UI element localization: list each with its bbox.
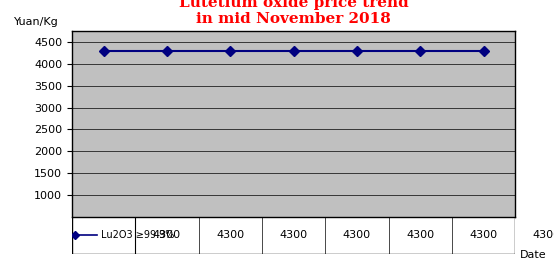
Text: Yuan/Kg: Yuan/Kg bbox=[14, 17, 59, 27]
Text: 4300: 4300 bbox=[406, 230, 434, 240]
Title: Lutetium oxide price trend
in mid November 2018: Lutetium oxide price trend in mid Novemb… bbox=[179, 0, 408, 26]
FancyBboxPatch shape bbox=[72, 217, 515, 254]
Text: 4300: 4300 bbox=[533, 230, 554, 240]
Text: 4300: 4300 bbox=[216, 230, 244, 240]
Text: 4300: 4300 bbox=[280, 230, 307, 240]
Text: 4300: 4300 bbox=[343, 230, 371, 240]
Text: 4300: 4300 bbox=[153, 230, 181, 240]
Text: 4300: 4300 bbox=[469, 230, 497, 240]
Text: Lu2O3 ≥99.9%: Lu2O3 ≥99.9% bbox=[100, 230, 174, 240]
Text: Date: Date bbox=[520, 250, 546, 259]
